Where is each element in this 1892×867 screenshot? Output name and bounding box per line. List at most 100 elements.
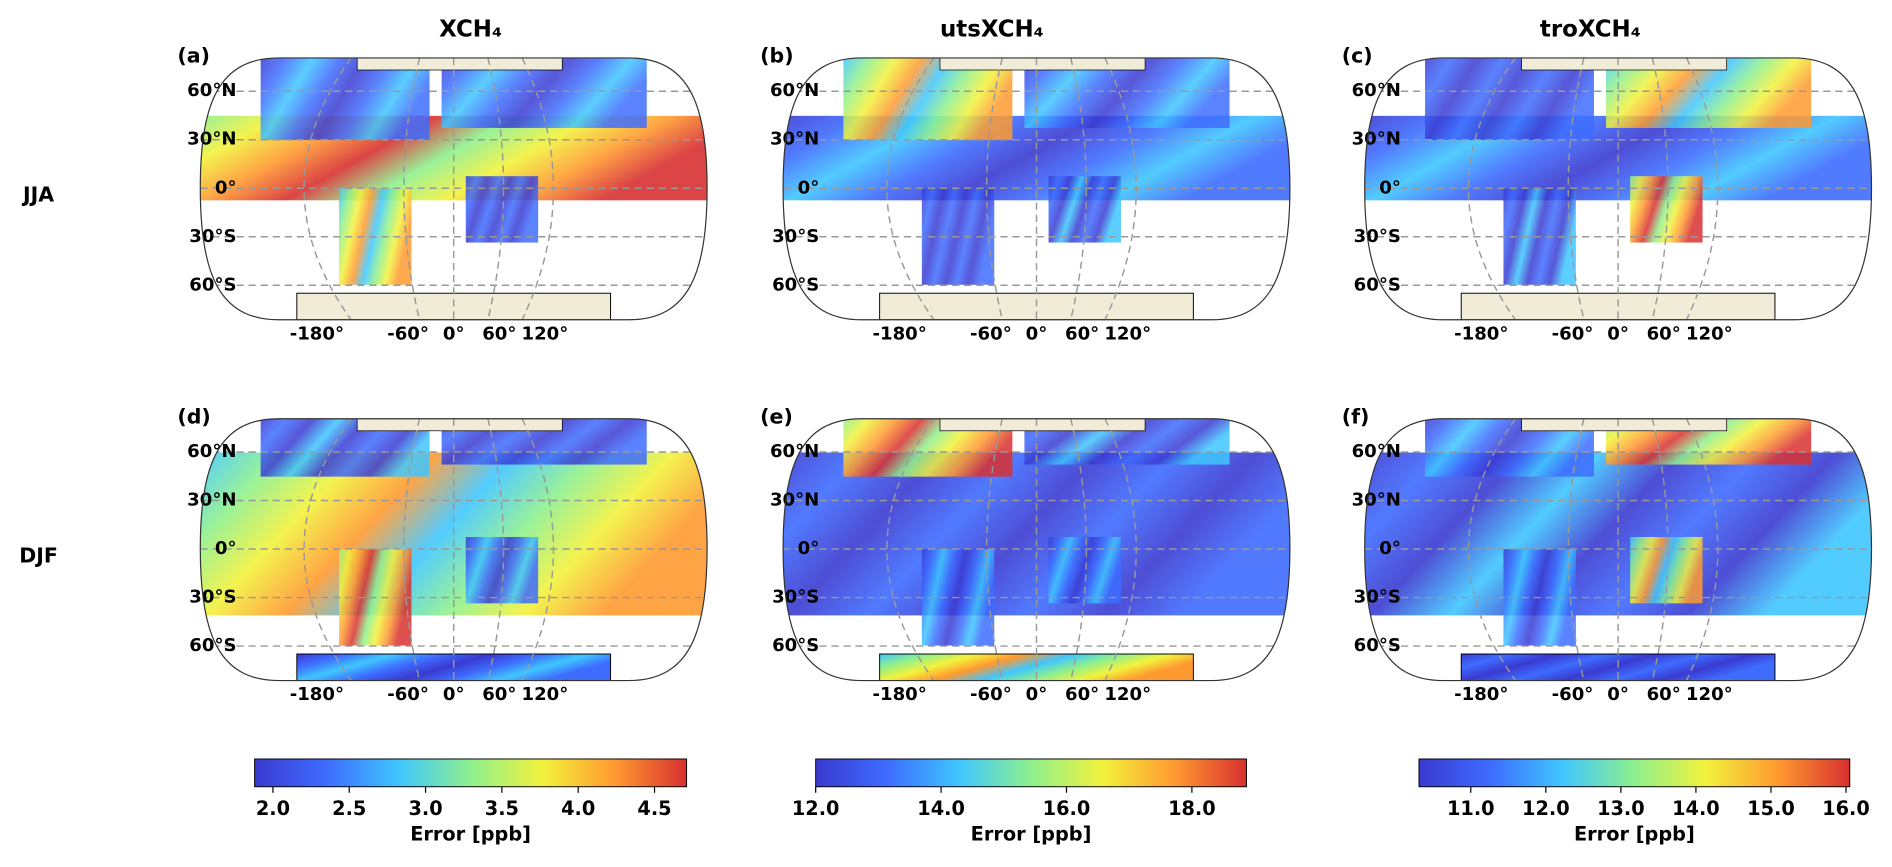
lat-tick-label: 30°N (1352, 129, 1401, 150)
map-outline (199, 57, 708, 321)
map-panel: 60°N 30°N 0° 30°S 60°S -180° -60° 0° 60° 120° (a) (177, 44, 708, 344)
lat-tick-label: 60°S (189, 274, 236, 295)
land-field (260, 57, 430, 140)
panel-label: (d) (177, 405, 210, 429)
colorbar-tick-label: 3.0 (408, 797, 442, 820)
grid-line (1567, 418, 1585, 681)
lat-tick-label: 30°S (772, 226, 819, 247)
grid-line (1104, 57, 1137, 320)
lat-tick-label: 30°N (187, 490, 236, 511)
arctic (1521, 418, 1728, 432)
grid-line (521, 57, 555, 320)
lon-tick-label: 60° (482, 323, 516, 344)
lon-tick-label: -180° (290, 323, 344, 344)
lon-tick-label: 60° (1647, 684, 1681, 705)
colorbar: 11.0 12.0 13.0 14.0 15.0 16.0 Error [ppb] (1418, 758, 1870, 846)
map-panel: 60°N 30°N 0° 30°S 60°S -180° -60° 0° 60° 120° (e) (760, 405, 1291, 705)
lat-tick-label: 60°N (1352, 441, 1401, 462)
colorbar-tick-label: 2.5 (332, 797, 366, 820)
panel-label: (b) (760, 44, 793, 68)
map-outline (782, 57, 1291, 321)
arctic (939, 418, 1146, 432)
colorbar: 2.0 2.5 3.0 3.5 4.0 4.5 Error [ppb] (254, 758, 688, 846)
lat-tick-label: 60°N (770, 80, 819, 101)
grid-line (985, 418, 1003, 681)
colorbar-tick-label: 14.0 (1672, 797, 1720, 820)
colorbar-tick-label: 16.0 (1822, 797, 1870, 820)
grid-line (1070, 57, 1088, 320)
colorbar-tick-label: 13.0 (1597, 797, 1645, 820)
lat-tick-label: 30°S (1354, 226, 1401, 247)
lat-tick-label: 60°S (1354, 274, 1401, 295)
colorbar-tick-label: 18.0 (1168, 797, 1216, 820)
column-title: utsXCH₄ (940, 17, 1044, 43)
arctic (939, 57, 1146, 71)
map-outline (1364, 418, 1873, 682)
colorbar-tick-label: 12.0 (1522, 797, 1570, 820)
colorbar-tick-label: 12.0 (792, 797, 840, 820)
lon-tick-label: 60° (1065, 684, 1099, 705)
row-label: JJA (21, 182, 54, 206)
panel-label: (c) (1342, 44, 1373, 68)
panel-label: (f) (1342, 405, 1370, 429)
colorbar: 12.0 14.0 16.0 18.0 Error [ppb] (792, 758, 1247, 846)
lat-tick-label: 0° (1379, 177, 1401, 198)
lat-tick-label: 30°S (189, 226, 236, 247)
lon-tick-label: -180° (873, 684, 927, 705)
grid-line (1070, 418, 1088, 681)
lat-tick-label: 30°S (189, 587, 236, 608)
panel-label: (e) (760, 405, 793, 429)
grid-line (1685, 57, 1719, 320)
lat-tick-label: 30°N (770, 490, 819, 511)
lon-tick-label: 0° (1026, 323, 1048, 344)
grid-line (1685, 418, 1719, 681)
grid-line (985, 57, 1003, 320)
grid-line (1104, 418, 1137, 681)
arctic (356, 418, 563, 432)
lon-tick-label: 0° (1026, 684, 1048, 705)
lon-tick-label: 60° (482, 684, 516, 705)
lon-tick-label: -180° (290, 684, 344, 705)
lon-tick-label: 120° (1104, 323, 1151, 344)
grid-line (1467, 57, 1517, 320)
colorbar-label: Error [ppb] (971, 823, 1092, 846)
colorbar-tick-label: 14.0 (917, 797, 965, 820)
lon-tick-label: 120° (522, 323, 569, 344)
lon-tick-label: -60° (970, 684, 1012, 705)
grid-line (403, 57, 421, 320)
lon-tick-label: 120° (1686, 323, 1733, 344)
lat-tick-label: 30°S (1354, 587, 1401, 608)
land-field (843, 57, 1013, 140)
map-panel: 60°N 30°N 0° 30°S 60°S -180° -60° 0° 60° 120° (f) (1342, 405, 1873, 705)
lat-tick-label: 0° (798, 177, 820, 198)
lon-tick-label: -180° (1454, 684, 1508, 705)
lat-tick-label: 60°N (187, 441, 236, 462)
column-title: XCH₄ (439, 17, 502, 43)
colorbar-tick-label: 4.5 (637, 797, 671, 820)
grid-line (1567, 57, 1585, 320)
lon-tick-label: -60° (1552, 323, 1594, 344)
colorbar-label: Error [ppb] (1574, 823, 1695, 846)
arctic (356, 57, 563, 71)
lat-tick-label: 30°N (1352, 490, 1401, 511)
colorbar-label: Error [ppb] (410, 823, 531, 846)
lat-tick-label: 60°N (770, 441, 819, 462)
colorbar-tick-label: 11.0 (1447, 797, 1495, 820)
row-label: DJF (19, 543, 58, 567)
colorbar-tick-label: 16.0 (1043, 797, 1091, 820)
colorbar-fill (254, 758, 688, 788)
lat-tick-label: 60°N (1352, 80, 1401, 101)
lon-tick-label: 0° (1607, 684, 1629, 705)
lat-tick-label: 0° (798, 538, 820, 559)
colorbar-tick-label: 4.0 (561, 797, 595, 820)
grid-line (1651, 57, 1669, 320)
lat-tick-label: 30°N (187, 129, 236, 150)
lat-tick-label: 60°S (1354, 635, 1401, 656)
lat-tick-label: 0° (1379, 538, 1401, 559)
lon-tick-label: 60° (1647, 323, 1681, 344)
grid-line (1651, 418, 1669, 681)
map-panel: 60°N 30°N 0° 30°S 60°S -180° -60° 0° 60° 120° (b) (760, 44, 1291, 344)
lon-tick-label: -60° (970, 323, 1012, 344)
lat-tick-label: 0° (215, 538, 237, 559)
